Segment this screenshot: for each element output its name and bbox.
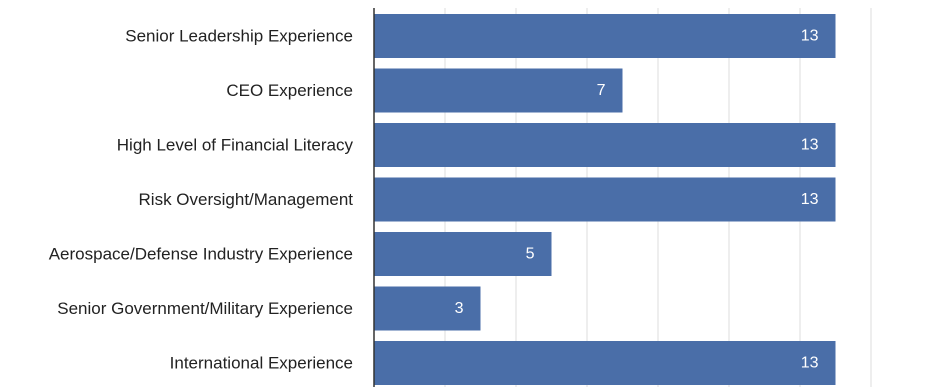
- value-label-3: 13: [801, 137, 819, 154]
- bar-6: [374, 286, 481, 331]
- bar-1: [374, 14, 836, 58]
- value-label-2: 7: [597, 82, 606, 99]
- bar-5: [374, 232, 552, 276]
- bar-3: [374, 123, 836, 167]
- category-label-3: High Level of Financial Literacy: [117, 136, 354, 155]
- value-label-1: 13: [801, 28, 819, 45]
- category-label-6: Senior Government/Military Experience: [57, 299, 353, 318]
- bars: [374, 14, 836, 385]
- category-labels: Senior Leadership Experience CEO Experien…: [49, 27, 354, 373]
- value-label-4: 13: [801, 191, 819, 208]
- value-label-5: 5: [526, 246, 535, 263]
- category-label-4: Risk Oversight/Management: [139, 190, 354, 209]
- value-labels: 13 7 13 13 5 3 13: [455, 28, 819, 372]
- category-label-1: Senior Leadership Experience: [125, 27, 353, 46]
- bar-2: [374, 68, 623, 113]
- category-label-7: International Experience: [170, 354, 353, 373]
- bar-7: [374, 341, 836, 385]
- category-label-2: CEO Experience: [226, 81, 353, 100]
- category-label-5: Aerospace/Defense Industry Experience: [49, 245, 353, 264]
- value-label-7: 13: [801, 355, 819, 372]
- bar-4: [374, 177, 836, 222]
- value-label-6: 3: [455, 300, 464, 317]
